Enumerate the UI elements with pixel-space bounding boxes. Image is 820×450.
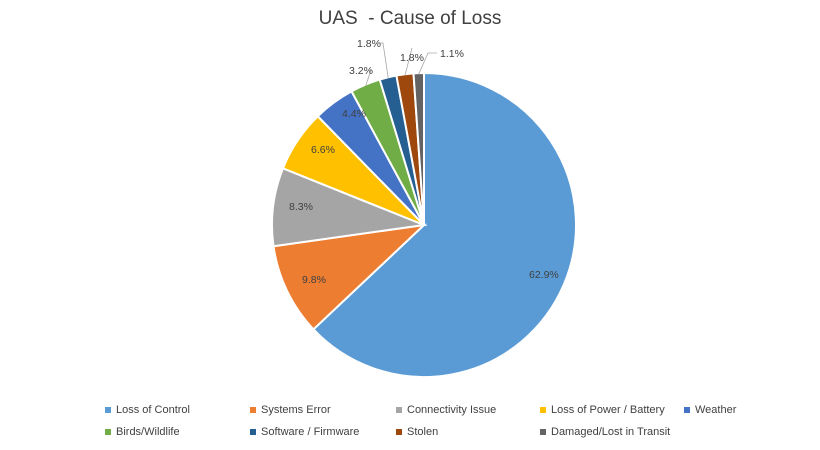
legend-item: Damaged/Lost in Transit	[540, 426, 670, 438]
legend-row-1: Loss of Control Systems Error Connectivity…	[0, 404, 820, 424]
legend-swatch	[105, 429, 111, 435]
legend-swatch	[540, 407, 546, 413]
data-label: 1.8%	[400, 52, 424, 64]
legend-label: Systems Error	[261, 404, 331, 416]
legend-label: Stolen	[407, 426, 439, 438]
data-label: 9.8%	[302, 274, 326, 286]
legend-item: Software / Firmware	[250, 426, 359, 438]
legend-item: Weather	[684, 404, 736, 416]
legend-label: Damaged/Lost in Transit	[551, 426, 671, 438]
chart-title: UAS - Cause of Loss	[318, 8, 502, 29]
pie-slice	[312, 71, 577, 378]
legend-label: Software / Firmware	[261, 426, 360, 438]
legend-item: Systems Error	[250, 404, 331, 416]
data-label: 3.2%	[349, 65, 373, 77]
data-label: 6.6%	[311, 144, 335, 156]
legend-swatch	[396, 429, 402, 435]
legend-label: Connectivity Issue	[407, 404, 497, 416]
data-label: 4.4%	[342, 108, 366, 120]
data-label: 8.3%	[289, 201, 313, 213]
legend-item: Loss of Power / Battery	[540, 404, 665, 416]
leader-line	[404, 47, 413, 76]
legend-item: Birds/Wildlife	[105, 426, 180, 438]
legend-item: Connectivity Issue	[396, 404, 496, 416]
pie-slice	[412, 71, 425, 226]
legend-swatch	[540, 429, 546, 435]
legend-swatch	[105, 407, 111, 413]
legend-label: Loss of Power / Battery	[551, 404, 665, 416]
data-label: 62.9%	[529, 269, 559, 281]
leader-line	[418, 52, 437, 75]
legend-label: Loss of Control	[116, 404, 190, 416]
leader-line	[365, 69, 372, 86]
legend-swatch	[250, 407, 256, 413]
legend-swatch	[684, 407, 690, 413]
legend-swatch	[396, 407, 402, 413]
legend-swatch	[250, 429, 256, 435]
legend-label: Birds/Wildlife	[116, 426, 180, 438]
data-label: 1.1%	[440, 48, 464, 60]
legend-item: Loss of Control	[105, 404, 190, 416]
data-label: 1.8%	[357, 38, 381, 50]
pie-slice	[272, 223, 427, 331]
legend-row-2: Birds/Wildlife Software / Firmware Stolen D…	[0, 426, 820, 446]
leader-line	[379, 42, 389, 79]
pie-chart: 62.9% 9.8% 8.3% 6.6% 4.4% 3.2% 1.8% 1.8% 1.1%	[271, 38, 577, 378]
legend-label: Weather	[695, 404, 737, 416]
legend-item: Stolen	[396, 426, 438, 438]
